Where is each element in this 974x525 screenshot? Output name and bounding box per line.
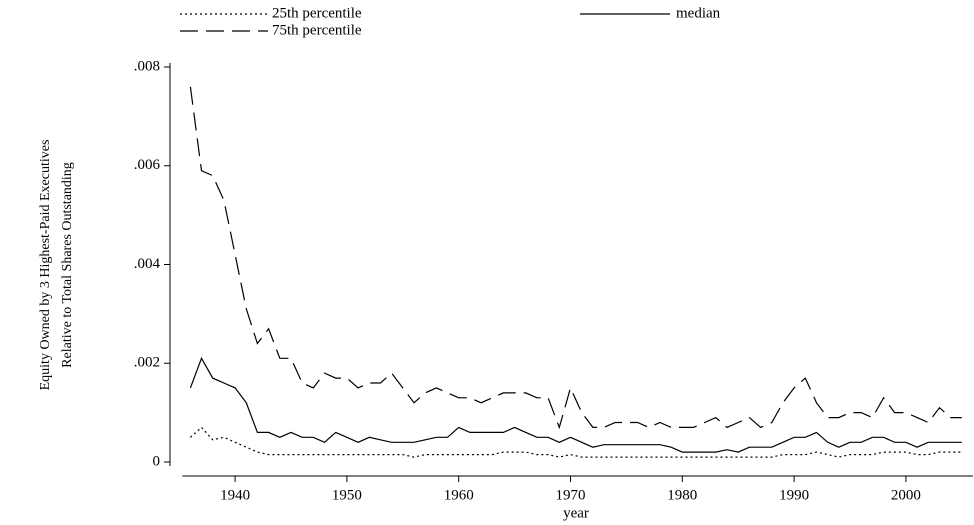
y-tick-label: 0 <box>153 453 161 469</box>
y-tick-label: .004 <box>134 256 161 272</box>
y-tick-label: .002 <box>134 355 160 371</box>
y-axis-label: Equity Owned by 3 Highest-Paid Executive… <box>38 140 53 391</box>
legend-label: 25th percentile <box>272 5 362 21</box>
x-axis-label: year <box>563 505 589 521</box>
series-line <box>189 356 962 453</box>
x-tick-label: 1980 <box>667 487 697 503</box>
x-tick-label: 1990 <box>779 487 809 503</box>
y-tick-label: .006 <box>134 157 161 173</box>
legend-label: 75th percentile <box>272 22 362 38</box>
series-line <box>190 426 962 458</box>
x-tick-label: 2000 <box>891 487 921 503</box>
legend-label: median <box>676 5 721 21</box>
x-tick-label: 1950 <box>332 487 362 503</box>
x-tick-label: 1970 <box>556 487 586 503</box>
x-tick-label: 1960 <box>444 487 474 503</box>
series-line <box>189 86 962 430</box>
y-tick-label: .008 <box>134 58 160 74</box>
y-axis-label: Relative to Total Shares Outstanding <box>60 162 75 368</box>
x-tick-label: 1940 <box>220 487 250 503</box>
